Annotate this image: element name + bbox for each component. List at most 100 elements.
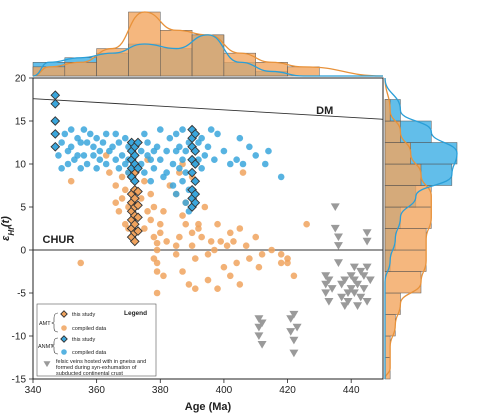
point-anmt-compiled	[233, 156, 240, 163]
point-anmt-this-study	[190, 176, 201, 187]
y-tick-label: 15	[15, 117, 27, 128]
point-anmt-compiled	[93, 165, 100, 172]
top-hist-bar-orange	[191, 34, 225, 77]
y-tick-label: 20	[15, 74, 27, 85]
point-felsic-vein	[289, 336, 299, 345]
point-anmt-compiled	[169, 182, 177, 189]
point-amt-compiled	[118, 173, 126, 181]
legend-box	[36, 303, 157, 377]
point-anmt-compiled	[93, 134, 100, 142]
right-density-curve-blue	[384, 77, 458, 379]
point-anmt-compiled	[83, 160, 91, 168]
point-anmt-compiled	[207, 126, 215, 133]
point-amt-compiled	[233, 259, 240, 267]
point-anmt-compiled	[77, 165, 85, 172]
point-amt-compiled	[147, 190, 155, 198]
x-tick-label: 420	[279, 385, 296, 396]
point-amt-compiled	[156, 229, 164, 237]
point-felsic-vein	[343, 298, 353, 306]
point-anmt-this-study	[190, 146, 201, 156]
point-amt-compiled	[214, 220, 221, 228]
point-anmt-compiled	[118, 152, 126, 159]
point-anmt-compiled	[96, 156, 104, 163]
point-anmt-compiled	[220, 147, 228, 155]
point-felsic-vein	[365, 276, 375, 285]
point-felsic-vein	[362, 263, 372, 272]
legend-symbol-felsic-veins	[43, 361, 51, 368]
x-axis-title: Age (Ma)	[185, 401, 232, 413]
point-felsic-vein	[330, 203, 340, 212]
point-anmt-compiled	[80, 126, 88, 133]
point-amt-compiled	[172, 242, 180, 249]
point-amt-compiled	[207, 238, 215, 245]
point-felsic-vein	[324, 298, 334, 306]
point-anmt-this-study	[50, 116, 61, 126]
point-amt-compiled	[214, 285, 221, 293]
point-anmt-compiled	[115, 139, 123, 146]
point-anmt-compiled	[77, 139, 85, 146]
point-amt-compiled	[239, 169, 247, 176]
point-amt-compiled	[236, 281, 244, 288]
top-hist-bar-orange	[160, 30, 193, 77]
point-amt-compiled	[179, 212, 186, 219]
point-amt-compiled	[176, 233, 183, 241]
y-axis-title-tail: (t)	[0, 216, 12, 227]
point-anmt-compiled	[172, 130, 180, 138]
point-anmt-this-study	[50, 98, 61, 109]
point-anmt-compiled	[156, 156, 164, 163]
point-anmt-compiled	[169, 160, 177, 168]
point-anmt-compiled	[147, 156, 155, 163]
point-anmt-this-study	[187, 167, 197, 178]
legend-group-anmt: ANMT	[38, 344, 54, 350]
chur-line-label: CHUR	[43, 234, 75, 246]
top-hist-bar-orange	[64, 62, 97, 77]
right-marginal-histogram	[384, 77, 458, 380]
point-anmt-compiled	[58, 165, 65, 172]
point-amt-compiled	[242, 242, 250, 249]
point-amt-compiled	[153, 239, 161, 247]
point-felsic-vein	[333, 233, 343, 242]
y-tick-label: 0	[20, 246, 26, 257]
point-amt-compiled	[277, 259, 285, 267]
legend-label-anmt-compiled: compiled data	[72, 350, 107, 356]
point-amt-compiled	[121, 186, 129, 194]
point-amt-compiled	[153, 259, 161, 267]
point-anmt-compiled	[246, 143, 253, 151]
top-density-curve-orange	[32, 11, 384, 77]
point-anmt-compiled	[176, 165, 183, 172]
x-tick-label: 380	[152, 385, 169, 396]
point-felsic-vein	[337, 293, 347, 302]
point-amt-compiled	[179, 268, 186, 275]
point-felsic-vein	[359, 272, 369, 280]
point-amt-compiled	[153, 246, 161, 254]
point-anmt-compiled	[86, 130, 94, 138]
point-amt-compiled	[258, 251, 266, 258]
point-anmt-compiled	[141, 130, 148, 138]
point-amt-compiled	[185, 281, 193, 288]
point-amt-compiled	[277, 251, 285, 258]
point-felsic-vein	[292, 323, 302, 332]
point-felsic-vein	[289, 349, 299, 358]
point-felsic-vein	[257, 341, 267, 349]
top-density-curve-blue	[32, 34, 383, 77]
point-amt-compiled	[67, 177, 75, 185]
point-felsic-vein	[362, 298, 372, 306]
point-felsic-vein	[343, 289, 353, 298]
point-felsic-vein	[340, 276, 350, 285]
point-amt-compiled	[160, 272, 167, 280]
point-anmt-compiled	[182, 147, 190, 155]
point-amt-this-study	[129, 193, 140, 204]
point-felsic-vein	[321, 289, 331, 298]
point-anmt-compiled	[99, 139, 107, 146]
legend-label-amt-compiled: compiled data	[72, 326, 107, 332]
point-amt-compiled	[112, 182, 120, 189]
point-amt-compiled	[141, 177, 148, 185]
point-anmt-compiled	[115, 165, 123, 172]
point-anmt-compiled	[179, 126, 186, 133]
point-anmt-compiled	[67, 143, 75, 151]
point-felsic-vein	[362, 229, 372, 237]
point-anmt-compiled	[179, 156, 186, 163]
y-tick-label: -10	[12, 332, 27, 343]
point-amt-compiled	[204, 276, 212, 284]
legend-label-amt-this-study: this study	[72, 312, 95, 318]
